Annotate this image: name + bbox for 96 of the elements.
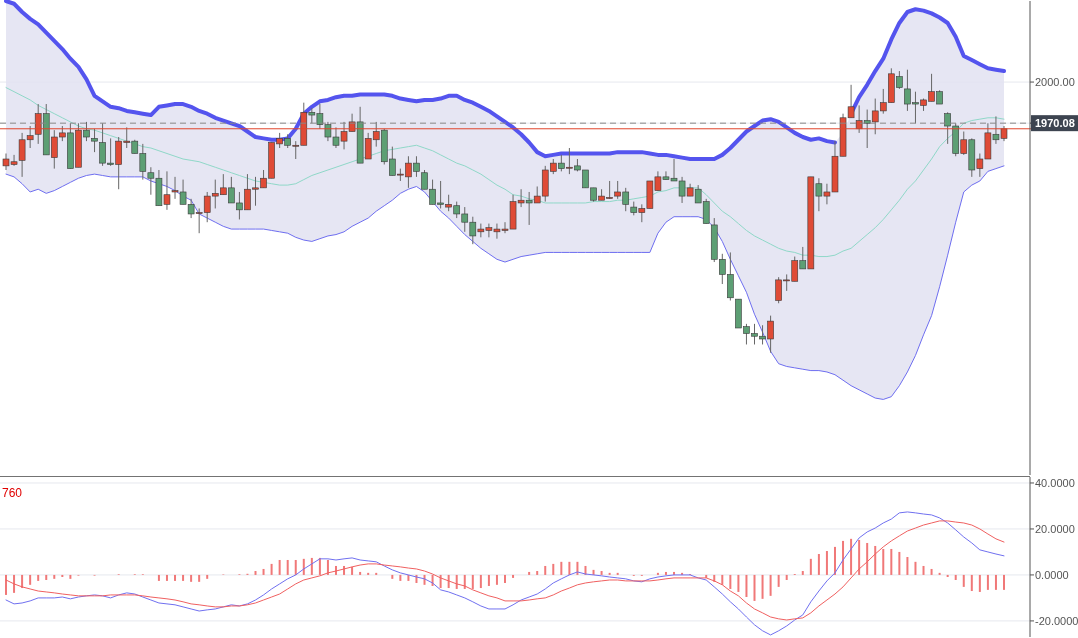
- y-tick-label: 1970.08: [1035, 117, 1075, 130]
- bar: [278, 559, 281, 575]
- bar: [407, 574, 410, 581]
- bar: [962, 574, 965, 587]
- bar: [552, 563, 555, 575]
- bar: [495, 574, 498, 585]
- bar: [318, 557, 321, 575]
- bar: [182, 574, 185, 581]
- bar: [777, 574, 780, 587]
- bar: [729, 574, 732, 589]
- bar: [504, 574, 506, 583]
- bar: [61, 574, 64, 577]
- bar: [190, 574, 193, 582]
- bar: [850, 538, 853, 575]
- bar: [13, 574, 16, 593]
- bar: [922, 565, 925, 575]
- candlestick: [91, 128, 98, 153]
- bar: [858, 539, 861, 575]
- bar: [310, 557, 313, 575]
- bar: [882, 548, 885, 575]
- bar: [302, 558, 305, 575]
- bar: [656, 572, 659, 575]
- bar: [769, 574, 772, 596]
- bar: [898, 551, 901, 575]
- bar: [608, 572, 611, 575]
- bar: [286, 559, 289, 575]
- bar: [874, 545, 877, 575]
- bar: [833, 546, 836, 575]
- bar: [914, 561, 917, 575]
- bar: [262, 568, 265, 575]
- bar: [326, 559, 329, 575]
- bar: [930, 568, 933, 575]
- bar: [165, 574, 168, 581]
- y-tick-label: -20.0000: [1035, 614, 1078, 627]
- bar: [157, 574, 160, 581]
- bar: [512, 574, 515, 578]
- bar: [664, 571, 667, 575]
- bar: [616, 572, 619, 575]
- annotation: 760: [2, 486, 23, 500]
- bar: [69, 574, 72, 579]
- bar: [351, 566, 354, 575]
- bar: [721, 574, 724, 585]
- bar: [560, 561, 563, 575]
- bar: [785, 574, 788, 580]
- line-series: [5, 165, 1005, 400]
- y-tick-label: 0.0000: [1035, 568, 1069, 581]
- bar: [737, 574, 740, 592]
- bar: [753, 574, 756, 601]
- bar: [391, 574, 394, 579]
- bar: [946, 574, 949, 577]
- bar: [809, 558, 812, 575]
- bar: [254, 571, 257, 575]
- bar: [45, 574, 48, 580]
- bar: [866, 542, 869, 575]
- bar: [198, 574, 201, 582]
- bar: [174, 574, 177, 581]
- bar: [37, 574, 40, 581]
- bar: [978, 574, 981, 592]
- y-tick-label: 2000.00: [1035, 75, 1075, 88]
- bar: [938, 572, 941, 575]
- bar: [906, 557, 909, 575]
- bar: [890, 548, 893, 575]
- bar: [817, 554, 820, 575]
- bar: [825, 551, 828, 575]
- bar: [367, 572, 370, 575]
- bar: [1003, 574, 1005, 590]
- bar: [270, 563, 273, 575]
- line-series: [5, 520, 1005, 621]
- bar: [399, 574, 402, 581]
- bar: [206, 574, 209, 579]
- bar: [471, 574, 474, 589]
- bar: [954, 574, 957, 580]
- bar: [970, 574, 973, 592]
- bar: [528, 571, 531, 575]
- bar: [801, 571, 804, 575]
- line-series: [5, 511, 1005, 636]
- bar: [842, 540, 845, 575]
- bar: [294, 559, 297, 575]
- bar: [536, 571, 539, 575]
- bar: [568, 561, 571, 575]
- bar: [600, 571, 603, 575]
- bar: [986, 574, 989, 590]
- bar: [487, 574, 490, 586]
- bar: [29, 574, 32, 585]
- y-tick-label: 20.0000: [1035, 522, 1075, 535]
- bar: [375, 572, 378, 575]
- bar: [745, 574, 748, 597]
- bar: [544, 565, 547, 575]
- bar: [5, 574, 7, 595]
- bar: [359, 571, 362, 575]
- bar: [761, 574, 764, 599]
- line-series: [5, 87, 1005, 258]
- bar: [479, 574, 482, 589]
- bar: [53, 574, 56, 579]
- bar: [994, 574, 997, 590]
- y-tick-label: 40.0000: [1035, 476, 1075, 489]
